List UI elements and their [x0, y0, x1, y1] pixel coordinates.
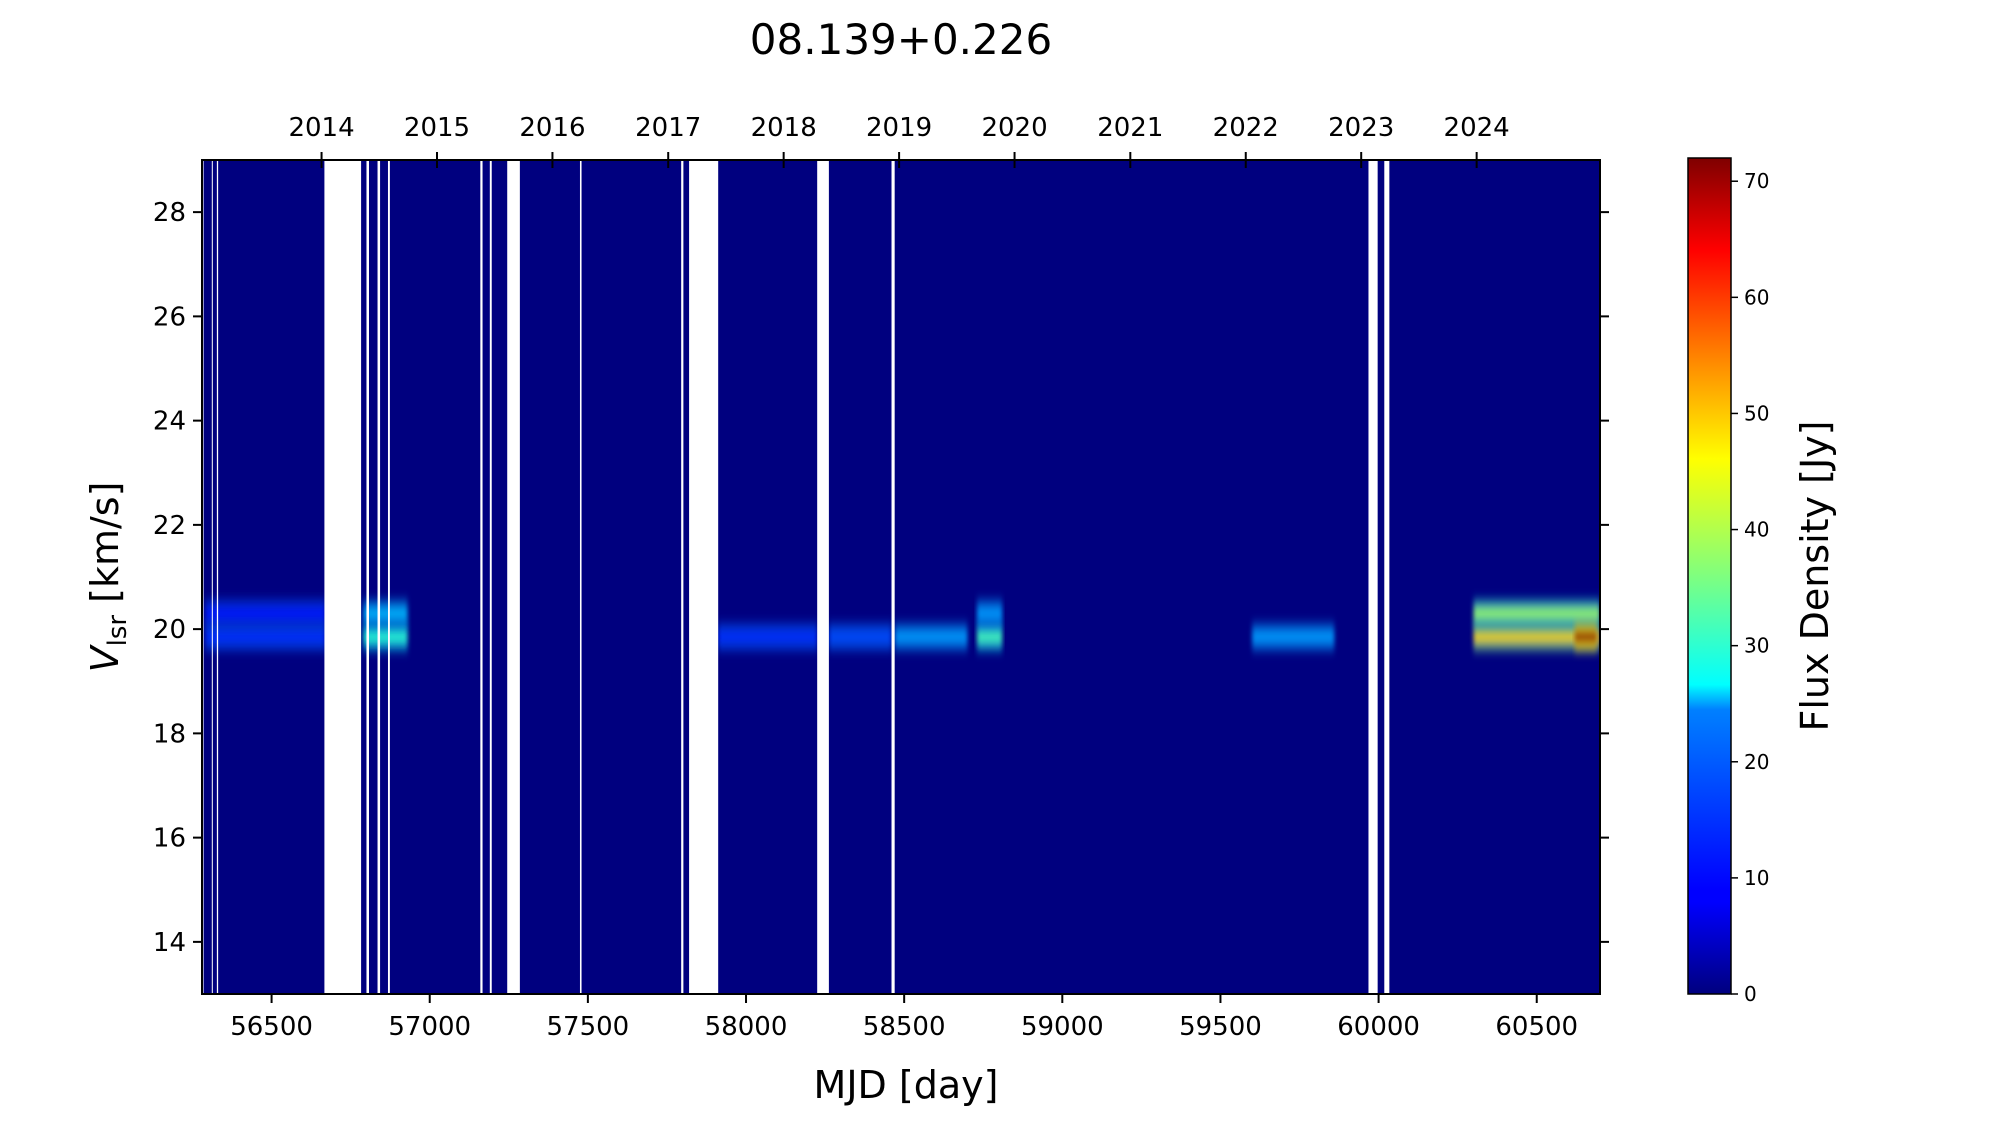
emission-feature — [1252, 622, 1335, 651]
emission-feature — [976, 622, 1003, 651]
gap-layer — [202, 160, 1390, 994]
emission-feature — [205, 599, 326, 628]
observation-gap — [366, 160, 370, 994]
y-tick-label: 22 — [153, 511, 186, 541]
x-tick-label: 60000 — [1337, 1012, 1420, 1042]
emission-feature — [1473, 599, 1600, 628]
colorbar-tick-label: 0 — [1744, 982, 1757, 1006]
colorbar-title: Flux Density [Jy] — [1793, 421, 1837, 732]
observation-gap — [480, 160, 483, 994]
emission-feature — [205, 622, 326, 651]
colorbar-tick-label: 40 — [1744, 518, 1769, 542]
year-tick-label: 2023 — [1328, 113, 1394, 143]
observation-gap — [1368, 160, 1378, 994]
year-tick-label: 2022 — [1213, 113, 1279, 143]
y-axis: 14 16 18 20 22 24 26 28 — [153, 198, 1609, 958]
x-tick-label: 59500 — [1179, 1012, 1262, 1042]
observation-gap — [891, 160, 895, 994]
y-axis-title-sub: lsr — [103, 615, 133, 647]
observation-gap — [579, 160, 582, 994]
chart-title: 08.139+0.226 — [750, 15, 1052, 64]
emission-feature — [894, 622, 968, 651]
heatmap-background — [202, 160, 1600, 994]
observation-gap — [689, 160, 719, 994]
x-tick-label: 59000 — [1021, 1012, 1104, 1042]
year-tick-label: 2016 — [519, 113, 585, 143]
emission-feature — [828, 622, 892, 651]
emission-feature — [363, 599, 408, 628]
observation-gap — [216, 160, 219, 994]
emission-feature — [976, 599, 1003, 628]
x-tick-label: 57500 — [547, 1012, 630, 1042]
observation-gap — [1384, 160, 1390, 994]
observation-gap — [507, 160, 520, 994]
x-tick-label: 58000 — [705, 1012, 788, 1042]
observation-gap — [377, 160, 381, 994]
x-tick-label: 57000 — [388, 1012, 471, 1042]
observation-gap — [817, 160, 829, 994]
plot-frame — [201, 159, 1601, 995]
observation-gap — [387, 160, 390, 994]
colorbar-gradient — [1687, 157, 1732, 995]
colorbar-tick-label: 70 — [1744, 169, 1769, 193]
y-tick-label: 28 — [153, 198, 186, 228]
year-tick-label: 2020 — [981, 113, 1047, 143]
emission-feature — [363, 622, 408, 651]
year-tick-label: 2024 — [1444, 113, 1510, 143]
emission-feature — [718, 622, 818, 651]
colorbar-tick-label: 60 — [1744, 285, 1769, 309]
x-tick-label: 60500 — [1495, 1012, 1578, 1042]
emission-feature — [1574, 622, 1597, 651]
x-axis: 56500 57000 57500 58000 58500 59000 59500 60000… — [230, 994, 1578, 1042]
y-tick-label: 16 — [153, 824, 186, 854]
y-tick-label: 14 — [153, 928, 186, 958]
colorbar-tick-label: 50 — [1744, 401, 1769, 425]
year-tick-label: 2015 — [404, 113, 470, 143]
year-tick-label: 2018 — [751, 113, 817, 143]
y-tick-label: 24 — [153, 407, 186, 437]
x-tick-label: 58500 — [863, 1012, 946, 1042]
colorbar-tick-label: 10 — [1744, 866, 1769, 890]
observation-gap — [324, 160, 362, 994]
y-axis-title-main: V — [83, 643, 127, 672]
colorbar: 0 10 20 30 40 50 60 70 Flux Density [Jy] — [1687, 157, 1837, 1006]
year-tick-label: 2014 — [288, 113, 354, 143]
colorbar-ticks: 0 10 20 30 40 50 60 70 — [1731, 169, 1769, 1006]
y-tick-label: 20 — [153, 615, 186, 645]
y-axis-title: Vlsr [km/s] — [83, 482, 133, 673]
observation-gap — [211, 160, 213, 994]
x-axis-title: MJD [day] — [814, 1063, 999, 1107]
x-tick-label: 56500 — [230, 1012, 313, 1042]
y-axis-title-unit: [km/s] — [83, 482, 127, 615]
observation-gap — [489, 160, 492, 994]
year-tick-label: 2021 — [1097, 113, 1163, 143]
plot-area — [201, 159, 1601, 995]
colorbar-tick-label: 20 — [1744, 750, 1769, 774]
y-tick-label: 18 — [153, 719, 186, 749]
year-tick-label: 2019 — [866, 113, 932, 143]
year-tick-label: 2017 — [635, 113, 701, 143]
emission-layer — [205, 599, 1600, 651]
colorbar-tick-label: 30 — [1744, 634, 1769, 658]
top-year-axis: 2014 2015 2016 2017 2018 2019 2020 2021 2022 2023… — [288, 113, 1510, 168]
y-tick-label: 26 — [153, 302, 186, 332]
observation-gap — [681, 160, 684, 994]
